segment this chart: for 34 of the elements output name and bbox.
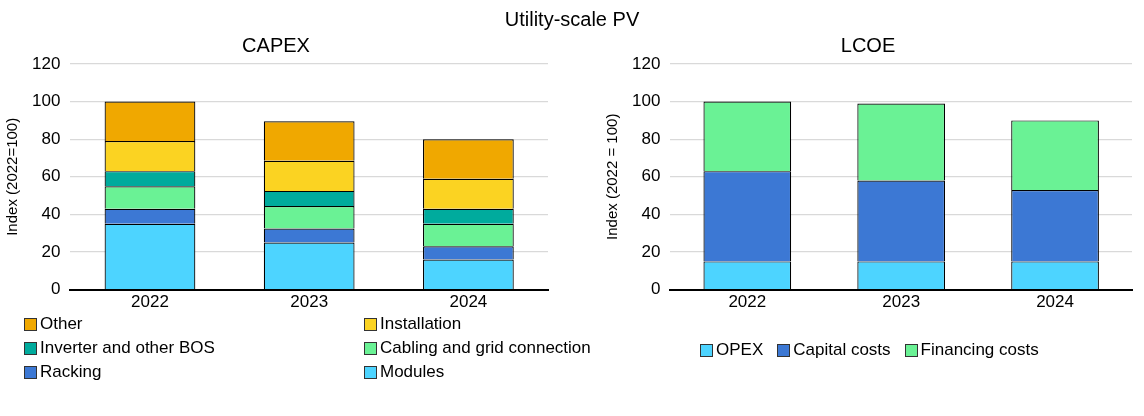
chart-title: CAPEX — [242, 33, 310, 56]
legend-label: OPEX — [716, 340, 764, 360]
legend-label: Racking — [40, 362, 102, 382]
y-axis-title: Index (2022=100) — [3, 117, 21, 236]
y-tick-label: 40 — [41, 204, 61, 224]
text: Utility-scale PV — [503, 8, 641, 31]
y-tick-label: 120 — [631, 53, 661, 73]
legend-label: Capital costs — [793, 340, 891, 360]
legend-label: Cabling and grid connection — [380, 338, 591, 358]
y-tick-label: 60 — [641, 166, 661, 186]
legend-label: Inverter and other BOS — [40, 338, 215, 358]
y-tick-label: 0 — [50, 279, 61, 299]
y-tick-label: 20 — [41, 241, 61, 261]
chart-title: LCOE — [840, 33, 896, 56]
y-tick-label: 100 — [31, 91, 61, 111]
y-tick-label: 100 — [631, 91, 661, 111]
y-tick-label: 0 — [650, 279, 661, 299]
legend-label: Financing costs — [920, 340, 1039, 360]
x-tick-label: 2022 — [131, 292, 169, 312]
x-tick-label: 2023 — [882, 292, 921, 312]
x-tick-label: 2022 — [728, 292, 767, 312]
x-tick-label: 2024 — [1036, 292, 1074, 312]
y-tick-label: 20 — [641, 241, 661, 261]
legend-label: Modules — [380, 362, 445, 382]
x-tick-label: 2023 — [290, 292, 329, 312]
y-tick-label: 120 — [31, 53, 61, 73]
y-axis-title: Index (2022 = 100) — [603, 113, 621, 240]
y-tick-label: 80 — [641, 128, 661, 148]
y-tick-label: 60 — [41, 166, 61, 186]
legend-label: Other — [40, 314, 83, 334]
legend-label: Installation — [380, 314, 462, 334]
y-tick-label: 40 — [641, 204, 661, 224]
y-tick-label: 80 — [41, 128, 61, 148]
x-tick-label: 2024 — [449, 292, 488, 312]
